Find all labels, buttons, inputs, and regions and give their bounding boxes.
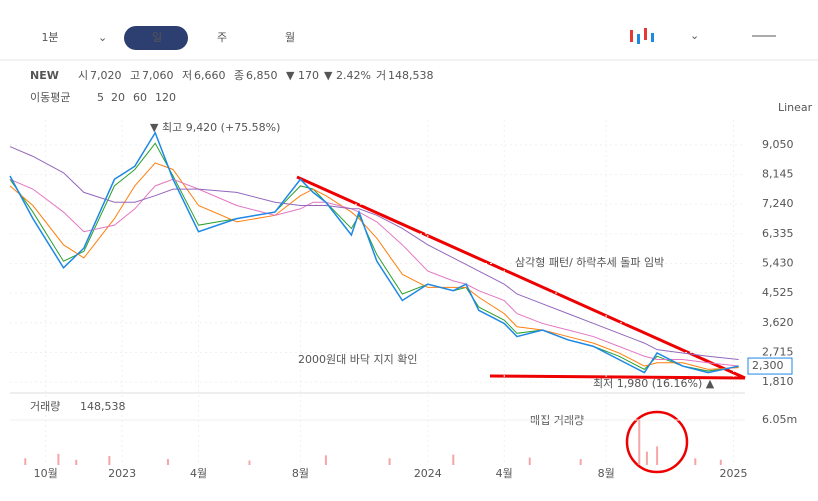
volume-last: 148,538 (80, 400, 126, 413)
ma-title: 이동평균 (30, 91, 70, 104)
y-tick-label: 2,715 (762, 345, 794, 358)
quote-text: 고 (130, 69, 140, 82)
candle-icon[interactable] (630, 28, 654, 44)
volume-bar (638, 420, 641, 465)
y-tick-label: 5,430 (762, 257, 794, 270)
scale-mode: Linear (778, 101, 813, 114)
volume-title: 거래량 (30, 400, 60, 413)
y-tick-label: 3,620 (762, 316, 794, 329)
volume-bar (24, 458, 27, 465)
interval-tab[interactable]: 주 (217, 31, 227, 44)
x-tick-label: 4월 (190, 467, 207, 480)
volume-bar (324, 455, 327, 465)
quote-text: 시 (78, 69, 88, 82)
quote-text: NEW (30, 69, 59, 82)
volume-bar (719, 459, 722, 465)
volume-bar (57, 453, 60, 465)
interval-tab[interactable]: 일 (152, 30, 162, 44)
y-tick-label: 7,240 (762, 197, 794, 210)
volume-bar (166, 459, 169, 465)
volume-bar (108, 456, 111, 465)
current-price-box (747, 357, 793, 375)
low-note: 최저 1,980 (16.16%) ▲ (593, 377, 715, 390)
ma-line (9, 178, 739, 367)
support-line (489, 374, 746, 380)
quote-text: ▼ 2.42% (324, 69, 371, 82)
x-tick-label: 4월 (496, 467, 513, 480)
interval-tab[interactable]: 1분 (41, 31, 58, 44)
volume-bar (656, 446, 659, 465)
legend-entry: 20 (111, 91, 125, 104)
x-tick-label: 8월 (598, 467, 615, 480)
x-tick-label: 2024 (414, 467, 442, 480)
price-line (9, 131, 739, 374)
quote-text: 7,020 (90, 69, 122, 82)
legend-entry: 60 (133, 91, 147, 104)
y-tick-label: 8,145 (762, 168, 794, 181)
volume-bar (528, 457, 531, 465)
volume-bar (452, 454, 455, 465)
quote-text: 종 (234, 69, 244, 82)
volume-bar (579, 459, 582, 465)
x-tick-label: 2025 (720, 467, 748, 480)
quote-text: 6,850 (246, 69, 278, 82)
legend-entry: 5 (97, 91, 104, 104)
ma-line (9, 142, 739, 372)
y-tick-label: 4,525 (762, 286, 794, 299)
volume-bar (75, 459, 78, 465)
highlight-circle (625, 410, 689, 474)
interval-tab[interactable]: 월 (285, 31, 295, 44)
quote-text: 거 (376, 69, 386, 82)
y-tick-label: 9,050 (762, 138, 794, 151)
y-tick-label: 6,335 (762, 227, 794, 240)
high-note: ▼ 최고 9,420 (+75.58%) (150, 121, 280, 134)
y-tick-label: 1,810 (762, 375, 794, 388)
trend-line (296, 175, 746, 380)
quote-text: 6,660 (194, 69, 226, 82)
annotation: 삼각형 패턴/ 하락추세 돌파 임박 (515, 255, 664, 269)
quote-text: 7,060 (142, 69, 174, 82)
quote-text: 148,538 (388, 69, 434, 82)
dropdown[interactable]: ⌄ (690, 29, 699, 42)
x-tick-label: 8월 (292, 467, 309, 480)
selected-pill (124, 26, 188, 50)
volume-tick-label: 6.05m (762, 413, 797, 426)
current-price: 2,300 (752, 359, 784, 372)
ma-line (9, 146, 739, 360)
annotation: 2000원대 바닥 지지 확인 (298, 353, 417, 366)
x-tick-label: 10월 (34, 467, 58, 480)
quote-text: ▼ 170 (286, 69, 319, 82)
quote-text: 저 (182, 69, 192, 82)
volume-bar (248, 460, 251, 465)
x-tick-label: 2023 (108, 467, 136, 480)
legend-entry: 120 (155, 91, 176, 104)
dropdown[interactable]: ⌄ (98, 31, 107, 44)
volume-bar (388, 458, 391, 465)
ma-line (9, 162, 739, 370)
volume-bar (694, 458, 697, 465)
volume-bar (645, 451, 648, 465)
